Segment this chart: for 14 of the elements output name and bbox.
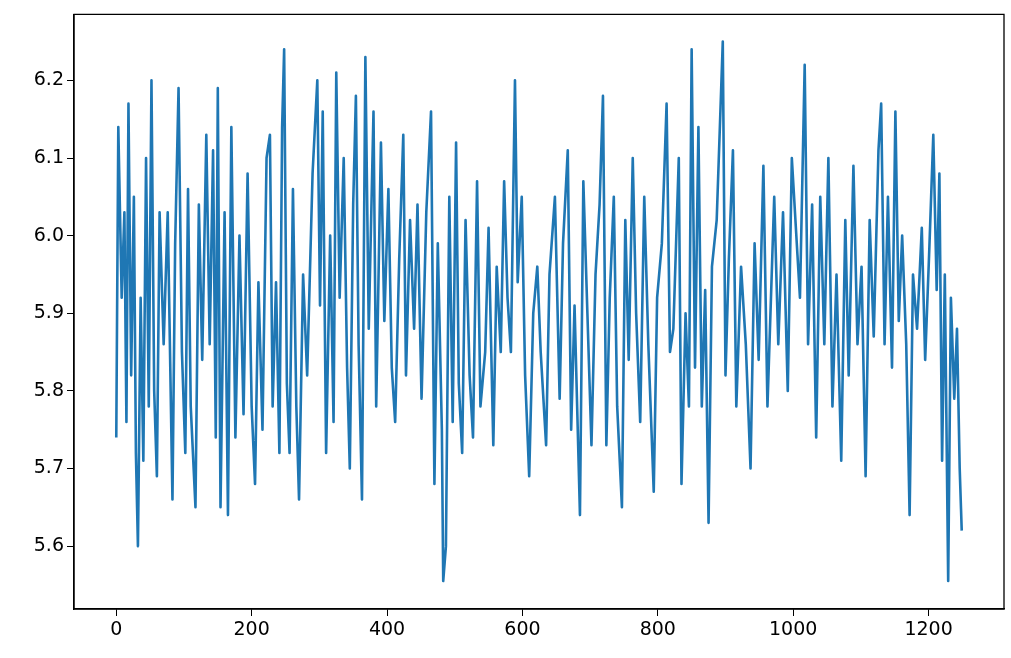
y-tick-label: 6.2 (33, 67, 64, 90)
y-tick-label: 6.0 (33, 222, 64, 245)
y-tick-label: 5.6 (33, 533, 64, 556)
y-tick-label: 5.8 (33, 377, 64, 400)
x-tick-label: 800 (639, 617, 676, 640)
x-tick-label: 1000 (769, 617, 818, 640)
x-tick-label: 600 (504, 617, 541, 640)
x-tick-label: 200 (233, 617, 270, 640)
y-tick-label: 5.9 (33, 300, 64, 323)
y-tick-label: 5.7 (33, 455, 64, 478)
x-tick-label: 400 (368, 617, 406, 640)
x-tick-label: 0 (110, 617, 123, 640)
x-tick-label: 1200 (904, 617, 953, 640)
y-tick-label: 6.1 (33, 144, 64, 167)
